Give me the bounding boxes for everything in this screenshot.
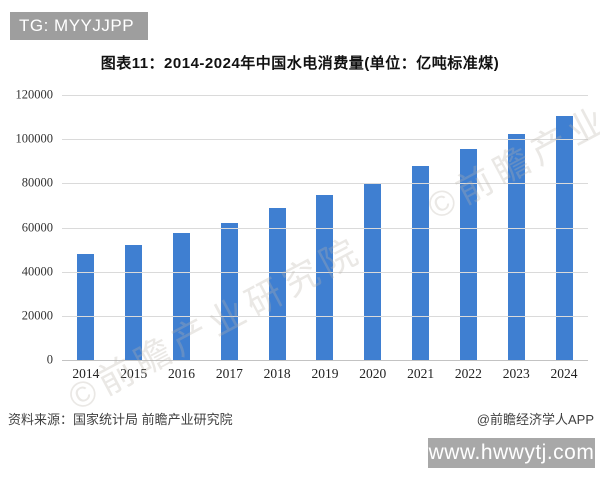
x-tick-label: 2023 [502,366,530,381]
bar-slot [62,95,110,360]
bar-slot [349,95,397,360]
gridline [62,227,588,229]
y-axis: 0 20000 40000 60000 80000 100000 120000 [0,88,54,367]
x-tick-label: 2016 [168,366,196,381]
bar-slot [253,95,301,360]
x-tick-label: 2021 [407,366,435,381]
y-tick-label: 60000 [21,220,53,234]
plot-area [62,95,588,361]
gridline [62,95,588,96]
bar-slot [110,95,158,360]
y-tick-label: 100000 [15,131,54,146]
x-tick-label: 2024 [550,366,578,381]
bar-2019 [316,195,334,360]
data-source-note: 资料来源：国家统计局 前瞻产业研究院 [8,412,233,427]
bar-2018 [268,208,286,360]
gridline [62,139,588,141]
bar-2020 [364,183,382,360]
site-watermark-badge: www.hwwytj.com [428,438,595,468]
bar-2024 [555,116,573,360]
bar-slot [492,95,540,360]
y-tick-label: 120000 [15,87,54,102]
bar-slot [397,95,445,360]
gridline [62,271,588,273]
telegram-badge: TG: MYYJJPP [10,12,148,40]
bar-2022 [459,149,477,360]
y-tick-label: 0 [46,352,53,367]
x-tick-label: 2015 [120,366,148,381]
x-tick-label: 2022 [454,366,482,381]
bar-2015 [125,245,143,360]
bar-2023 [507,134,525,360]
x-tick-label: 2020 [359,366,387,381]
x-tick-label: 2017 [215,366,243,381]
chart-title: 图表11：2014-2024年中国水电消费量(单位：亿吨标准煤) [100,55,500,72]
gridline [62,315,588,317]
bar-2021 [412,166,430,360]
bar-slot [301,95,349,360]
bar-slot [540,95,588,360]
y-tick-label: 80000 [21,175,53,190]
x-axis-line [62,360,588,361]
x-tick-label: 2019 [311,366,339,381]
bar-slot [205,95,253,360]
credit-note: @前瞻经济学人APP [476,412,594,427]
x-axis: 2014 2015 2016 2017 2018 2019 2020 2021 2022 2023… [62,366,588,382]
bar-slot [445,95,493,360]
y-tick-label: 40000 [21,264,53,279]
x-tick-label: 2014 [72,366,100,381]
bar-2017 [220,223,238,360]
bar-slot [158,95,206,360]
bar-2014 [77,254,95,360]
bar-series [62,95,588,360]
bar-2016 [173,233,191,360]
x-tick-label: 2018 [263,366,291,381]
y-tick-label: 20000 [21,308,53,323]
gridline [62,183,588,185]
